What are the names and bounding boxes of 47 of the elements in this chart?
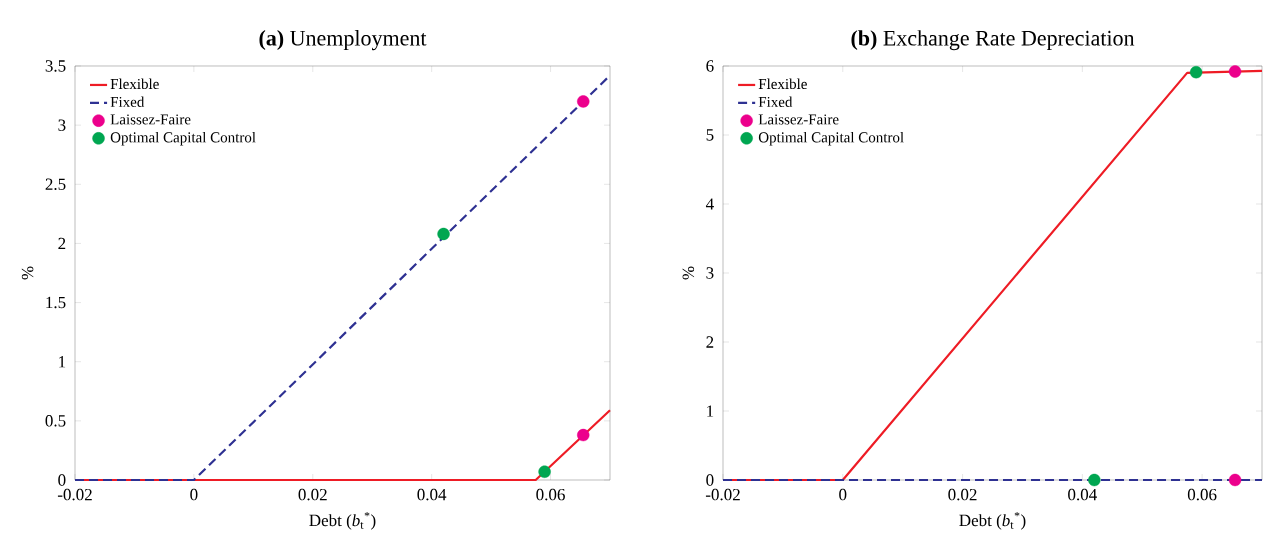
y-tick-label: 3 — [706, 267, 714, 279]
y-tick-label: 5 — [706, 129, 714, 141]
point — [577, 95, 590, 108]
y-tick-label: 1.5 — [46, 296, 66, 309]
legend-label: Fixed — [110, 96, 145, 107]
y-tick-label: 2 — [58, 237, 66, 250]
x-tick-label: 0.04 — [417, 488, 447, 501]
chart-title: (a) Unemployment — [259, 30, 427, 51]
point — [1228, 473, 1242, 487]
point — [437, 227, 450, 241]
x-axis-title: Debt (b$_{t}$$^{*}$) — [959, 511, 1026, 530]
y-axis-title: % — [682, 266, 695, 280]
y-tick-label: 2 — [706, 336, 714, 348]
legend-label: Fixed — [758, 96, 793, 107]
legend-label: Flexible — [758, 78, 807, 90]
point — [577, 428, 590, 442]
x-tick-label: 0.02 — [298, 488, 327, 501]
y-tick-label: 0 — [706, 474, 714, 486]
y-axis-title: % — [21, 266, 34, 280]
y-tick-label: 3 — [58, 119, 66, 131]
y-tick-label: 4 — [705, 198, 714, 210]
legend-label: Optimal Capital Control — [758, 131, 904, 146]
y-tick-label: 6 — [706, 60, 714, 72]
legend-label: Flexible — [110, 78, 159, 90]
point — [1228, 65, 1242, 78]
y-tick-label: 2.5 — [45, 178, 66, 191]
x-tick-label: 0.04 — [1068, 488, 1097, 501]
x-axis-title: Debt (b$_{t}$$^{*}$) — [309, 511, 376, 530]
x-tick-label: -0.02 — [705, 488, 740, 501]
chart-title: (b) Exchange Rate Depreciation — [851, 30, 1135, 51]
x-tick-label: 0 — [190, 488, 198, 501]
point — [538, 465, 551, 478]
y-tick-label: 1 — [707, 405, 714, 417]
legend-label: Laissez-Faire — [758, 114, 839, 125]
legend-label: Optimal Capital Control — [110, 131, 256, 146]
point — [1189, 66, 1203, 79]
x-tick-label: 0.02 — [948, 488, 977, 501]
y-tick-label: 3.5 — [45, 60, 66, 72]
x-tick-label: 0.06 — [536, 488, 565, 501]
x-tick-label: 0.06 — [1187, 488, 1217, 501]
x-tick-label: 0 — [839, 488, 847, 501]
legend-label: Laissez-Faire — [110, 114, 191, 125]
point — [1088, 473, 1101, 487]
y-tick-label: 0 — [58, 474, 66, 486]
x-tick-label: -0.02 — [57, 488, 92, 501]
y-tick-label: 0.5 — [45, 415, 66, 427]
y-tick-label: 1 — [59, 356, 66, 368]
